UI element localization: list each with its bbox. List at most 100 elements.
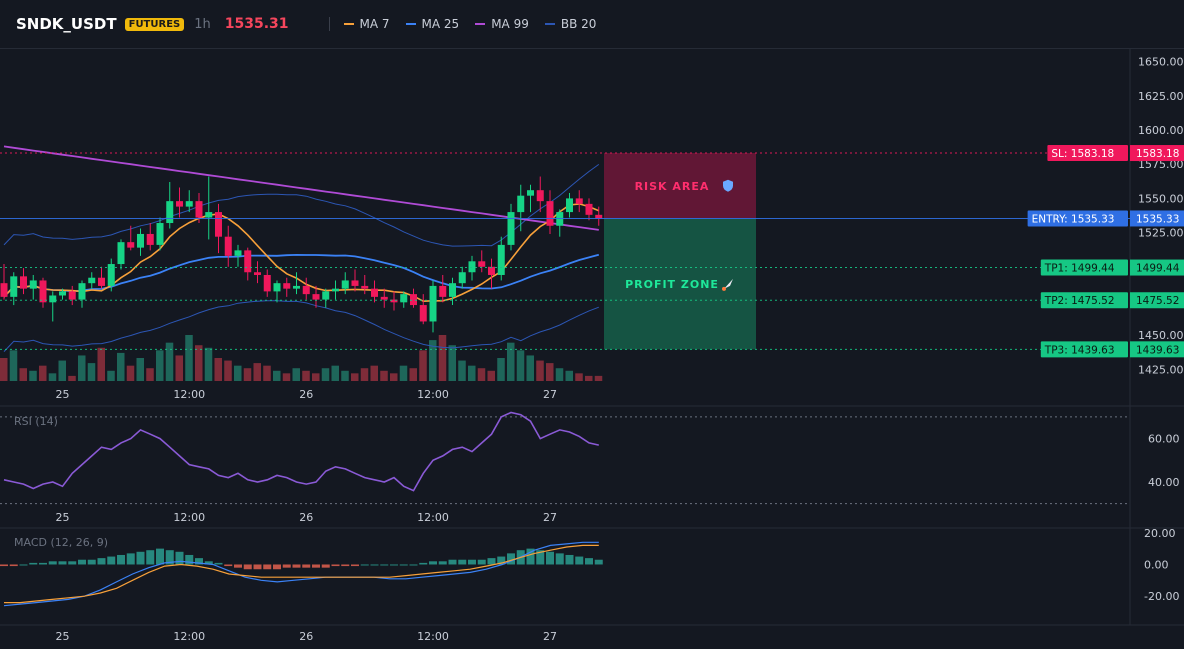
axis-badge-entry [1130, 210, 1184, 227]
candle-body [361, 285, 369, 289]
timeframe-label[interactable]: 1h [194, 16, 211, 32]
axis-badge-tp2 [1130, 292, 1184, 309]
macd-title: MACD (12, 26, 9) [14, 536, 108, 549]
volume-bar [555, 368, 564, 381]
legend-item-bb20[interactable]: BB 20 [544, 17, 597, 31]
legend-item-ma99[interactable]: MA 99 [475, 17, 529, 31]
macd-histogram-bar [117, 554, 125, 565]
macd-histogram-bar [263, 564, 272, 570]
volume-bar [351, 373, 359, 381]
macd-axis-tick: 0.00 [1144, 558, 1169, 571]
macd-axis-tick: 20.00 [1144, 527, 1176, 540]
volume-bar [19, 368, 27, 381]
volume-bar [477, 368, 486, 381]
macd-histogram-bar [214, 562, 223, 565]
volume-bar [536, 360, 544, 381]
candle-body [527, 190, 534, 196]
volume-bar [234, 365, 242, 381]
time-axis-tick: 27 [543, 388, 557, 401]
zone-label: PROFIT ZONE [625, 278, 719, 291]
legend-item-ma25[interactable]: MA 25 [405, 17, 460, 31]
legend-swatch [405, 23, 416, 25]
macd-time-axis-tick: 12:00 [417, 630, 449, 643]
volume-bar [360, 368, 369, 381]
volume-bar [204, 347, 213, 381]
candle-body [517, 195, 525, 213]
volume-bar [136, 358, 144, 381]
macd-line [3, 541, 599, 607]
macd-histogram-bar [419, 562, 428, 565]
level-label-tp2: TP2: 1475.52 [1044, 295, 1115, 307]
volume-bar [438, 335, 447, 381]
macd-histogram-bar [477, 559, 486, 565]
time-axis-tick: 12:00 [173, 388, 205, 401]
level-badge-sl [1047, 145, 1128, 162]
axis-badge-tp3 [1130, 341, 1184, 358]
macd-histogram-bar [58, 561, 67, 565]
macd-histogram-bar [126, 553, 135, 565]
candle-body [88, 277, 96, 284]
candle-body [293, 285, 300, 289]
volume-bar [9, 350, 18, 381]
volume-bar [273, 370, 281, 381]
macd-histogram-bar [438, 561, 447, 565]
macd-histogram-bar [468, 559, 476, 565]
candle-body [244, 250, 252, 273]
macd-histogram-bar [195, 558, 203, 565]
legend-swatch [544, 23, 555, 25]
candle-body [371, 288, 378, 297]
legend-label: BB 20 [560, 17, 597, 31]
macd-histogram-bar [370, 564, 379, 566]
candle-body [185, 201, 193, 207]
candle-body [419, 305, 427, 322]
volume-bar [575, 373, 583, 381]
futures-badge: FUTURES [124, 17, 185, 31]
macd-histogram-bar [312, 564, 320, 568]
axis-label-tp3: 1439.63 [1136, 344, 1179, 356]
candle-body [224, 236, 232, 256]
candle-body [49, 295, 57, 303]
axis-label-entry: 1535.33 [1136, 213, 1179, 225]
macd-histogram-bar [234, 564, 242, 568]
macd-histogram-bar [331, 564, 340, 567]
macd-histogram-bar [565, 554, 574, 565]
macd-time-axis-tick: 26 [299, 630, 313, 643]
macd-histogram-bar [87, 559, 96, 565]
volume-bar [253, 363, 261, 381]
candle-body [302, 285, 310, 295]
volume-bar [126, 365, 135, 381]
volume-bar [594, 375, 603, 381]
time-axis-tick: 12:00 [417, 388, 449, 401]
macd-histogram-bar [68, 561, 77, 565]
macd-histogram-bar [0, 564, 8, 567]
volume-bar [58, 360, 66, 381]
time-axis-tick: 26 [299, 388, 313, 401]
macd-histogram-bar [282, 564, 291, 568]
volume-bar [107, 370, 115, 381]
rocket-flame [722, 286, 726, 291]
volume-bar [370, 365, 378, 381]
rsi-time-axis-tick: 12:00 [417, 511, 449, 524]
level-badge-tp3 [1040, 341, 1128, 358]
volume-bar [565, 370, 573, 381]
rsi-axis-tick: 40.00 [1148, 476, 1180, 489]
macd-histogram-bar [458, 559, 467, 565]
legend-label: MA 25 [421, 17, 460, 31]
candle-body [20, 276, 27, 289]
candle-body [410, 294, 417, 306]
candle-body [156, 223, 164, 245]
candle-body [429, 285, 437, 322]
macd-histogram-bar [273, 564, 281, 570]
legend-label: MA 99 [491, 17, 529, 31]
legend-item-ma7[interactable]: MA 7 [343, 17, 390, 31]
volume-bar [458, 360, 466, 381]
volume-bar [97, 347, 105, 381]
symbol-label[interactable]: SNDK_USDT [16, 15, 117, 33]
volume-bar [526, 355, 534, 381]
rsi-line [3, 411, 599, 492]
volume-bar [263, 365, 271, 381]
macd-histogram-bar [97, 558, 106, 565]
volume-bar [585, 375, 593, 381]
candle-body [380, 296, 388, 300]
